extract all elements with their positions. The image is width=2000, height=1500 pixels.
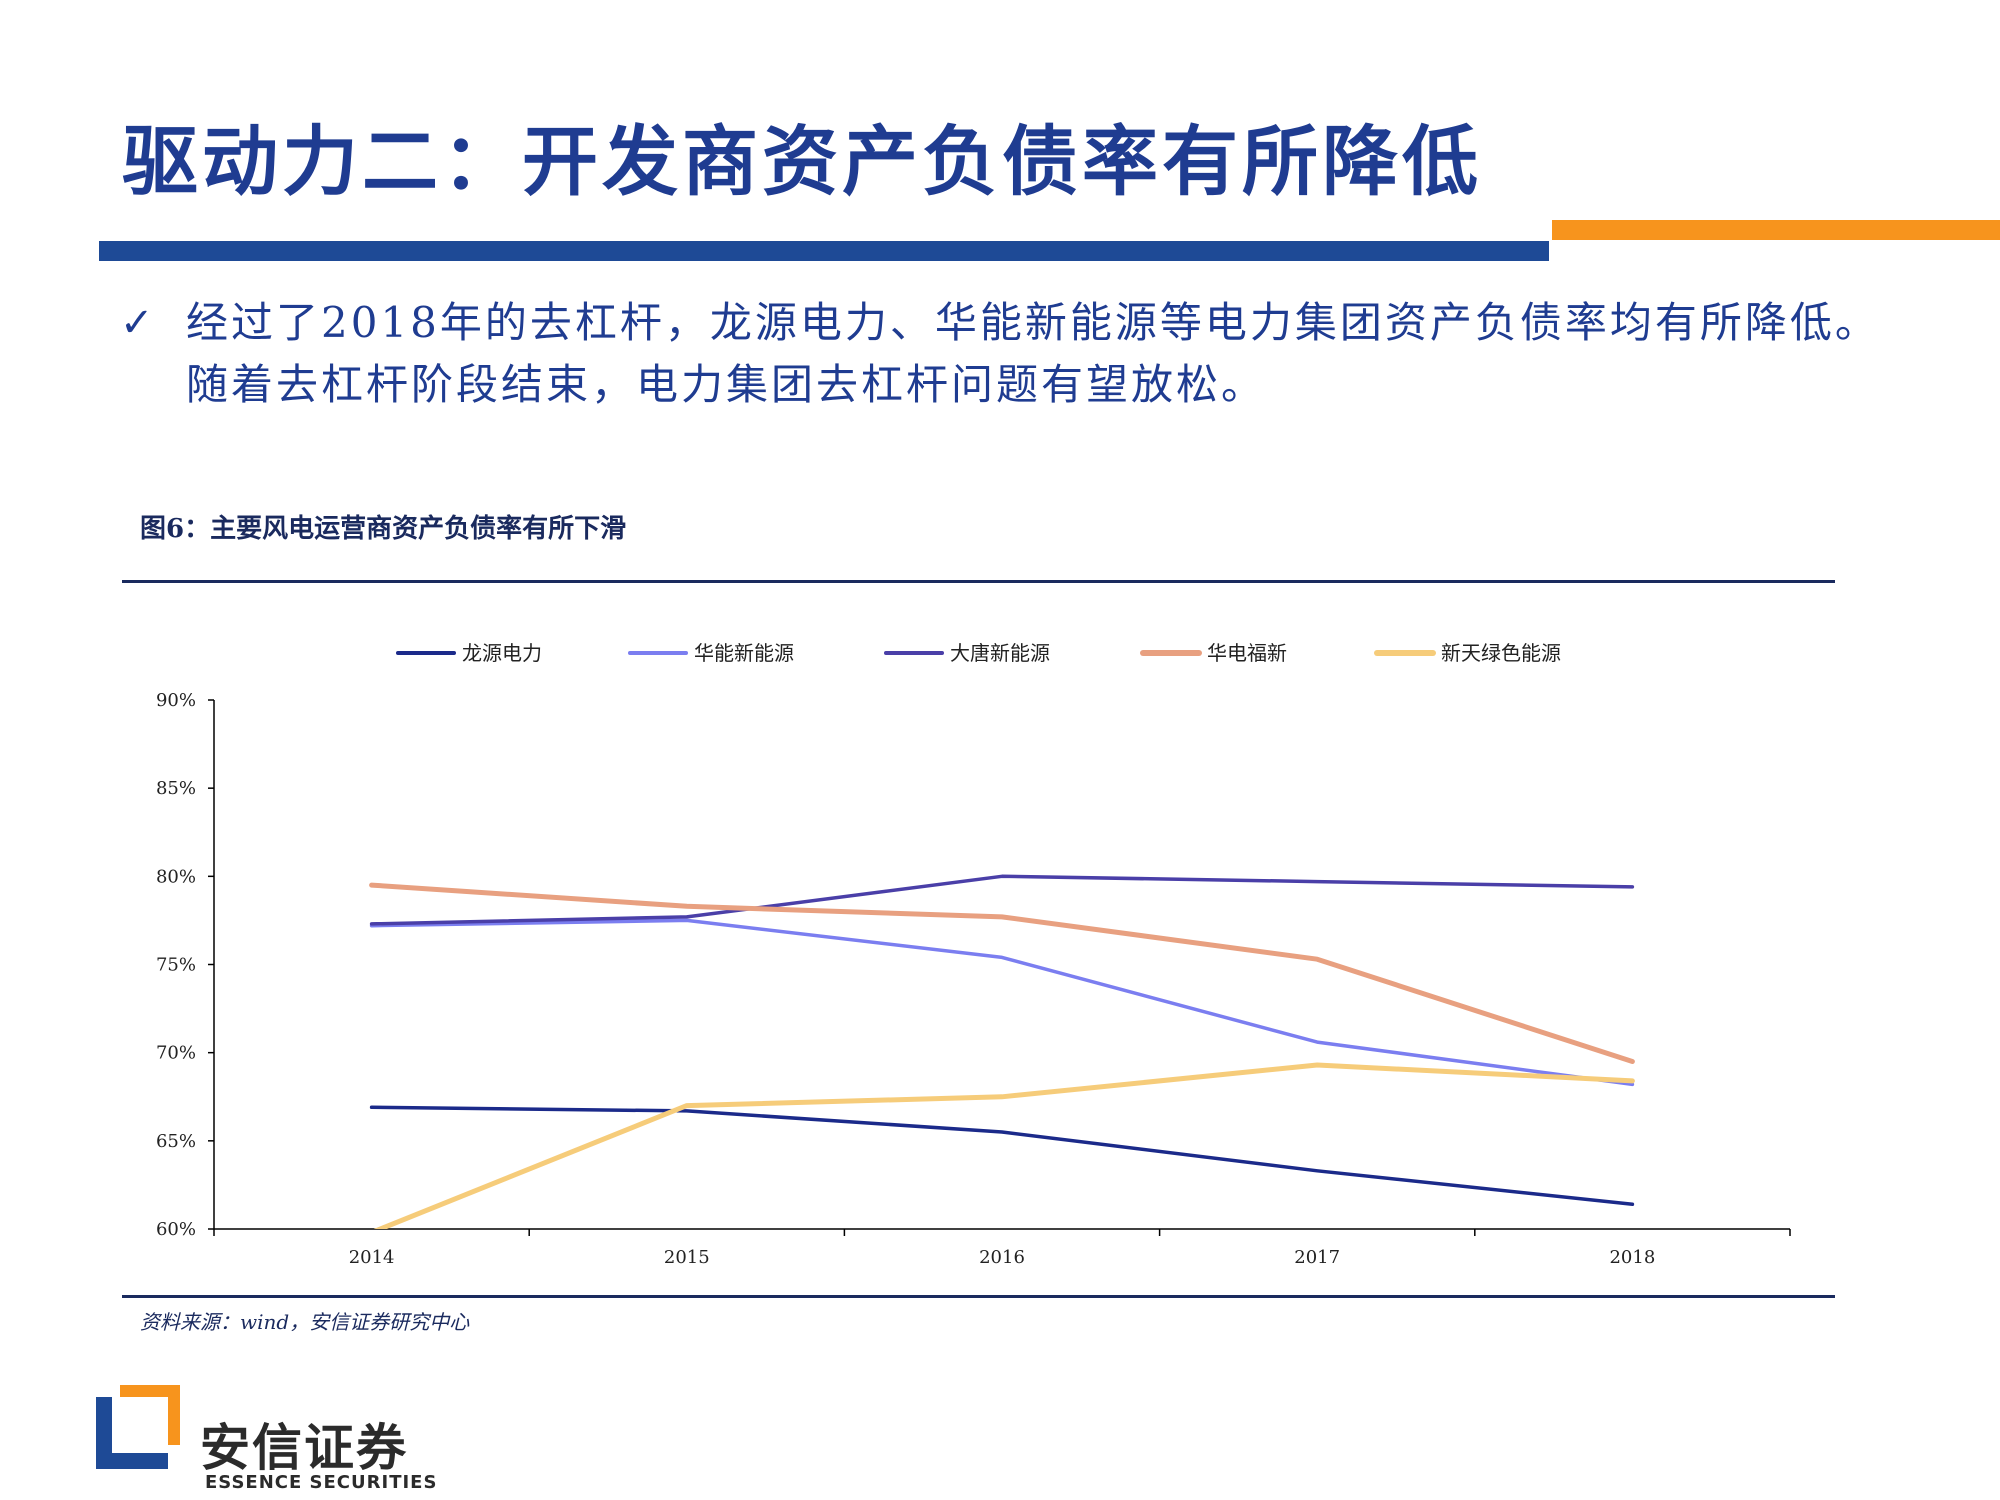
- logo-icon: [96, 1385, 180, 1469]
- x-tick-label: 2017: [1294, 1247, 1340, 1268]
- series-line: [369, 882, 1635, 1064]
- chart-series: [369, 874, 1635, 1229]
- slide-title: 驱动力二：开发商资产负债率有所降低: [122, 117, 1482, 206]
- y-tick-label: 90%: [156, 690, 196, 711]
- y-tick-label: 75%: [156, 955, 196, 976]
- title-underline-blue: [99, 241, 1549, 261]
- caption-rule: [122, 580, 1835, 583]
- legend-label: 大唐新能源: [950, 641, 1050, 665]
- series-line: [369, 1105, 1635, 1207]
- legend-label: 新天绿色能源: [1441, 641, 1561, 665]
- logo-name-cn: 安信证券: [200, 1419, 408, 1477]
- check-icon: ✓: [120, 300, 154, 346]
- x-tick-label: 2018: [1609, 1247, 1655, 1268]
- chart-axes: 60% 65% 70% 75% 80% 85% 90% 2014 2015 2016 2017 201…: [156, 690, 1791, 1268]
- title-underline-orange: [1552, 220, 2000, 240]
- legend-label: 华电福新: [1207, 641, 1287, 665]
- legend-label: 华能新能源: [694, 641, 794, 665]
- chart-caption: 图6：主要风电运营商资产负债率有所下滑: [140, 514, 627, 544]
- bullet-point: ✓ 经过了2018年的去杠杆，龙源电力、华能新能源等电力集团资产负债率均有所降低…: [120, 292, 1880, 416]
- x-tick-label: 2016: [979, 1247, 1025, 1268]
- series-line: [369, 874, 1635, 926]
- chart-legend: 龙源电力 华能新能源 大唐新能源 华电福新 新天绿色能源: [396, 641, 1561, 665]
- y-tick-label: 65%: [156, 1131, 196, 1152]
- source-rule: [122, 1295, 1835, 1298]
- logo-white-cut: [112, 1397, 168, 1453]
- series-line: [369, 918, 1635, 1087]
- source-note: 资料来源：wind，安信证券研究中心: [140, 1310, 470, 1334]
- x-tick-label: 2015: [664, 1247, 710, 1268]
- x-tick-label: 2014: [349, 1247, 395, 1268]
- y-tick-label: 80%: [156, 866, 196, 887]
- logo-name-en: ESSENCE SECURITIES: [205, 1472, 438, 1493]
- y-tick-label: 70%: [156, 1043, 196, 1064]
- y-tick-label: 60%: [156, 1219, 196, 1240]
- bullet-text: 经过了2018年的去杠杆，龙源电力、华能新能源等电力集团资产负债率均有所降低。随…: [186, 298, 1880, 409]
- legend-label: 龙源电力: [462, 641, 542, 665]
- series-line: [373, 1062, 1635, 1229]
- y-tick-label: 85%: [156, 778, 196, 799]
